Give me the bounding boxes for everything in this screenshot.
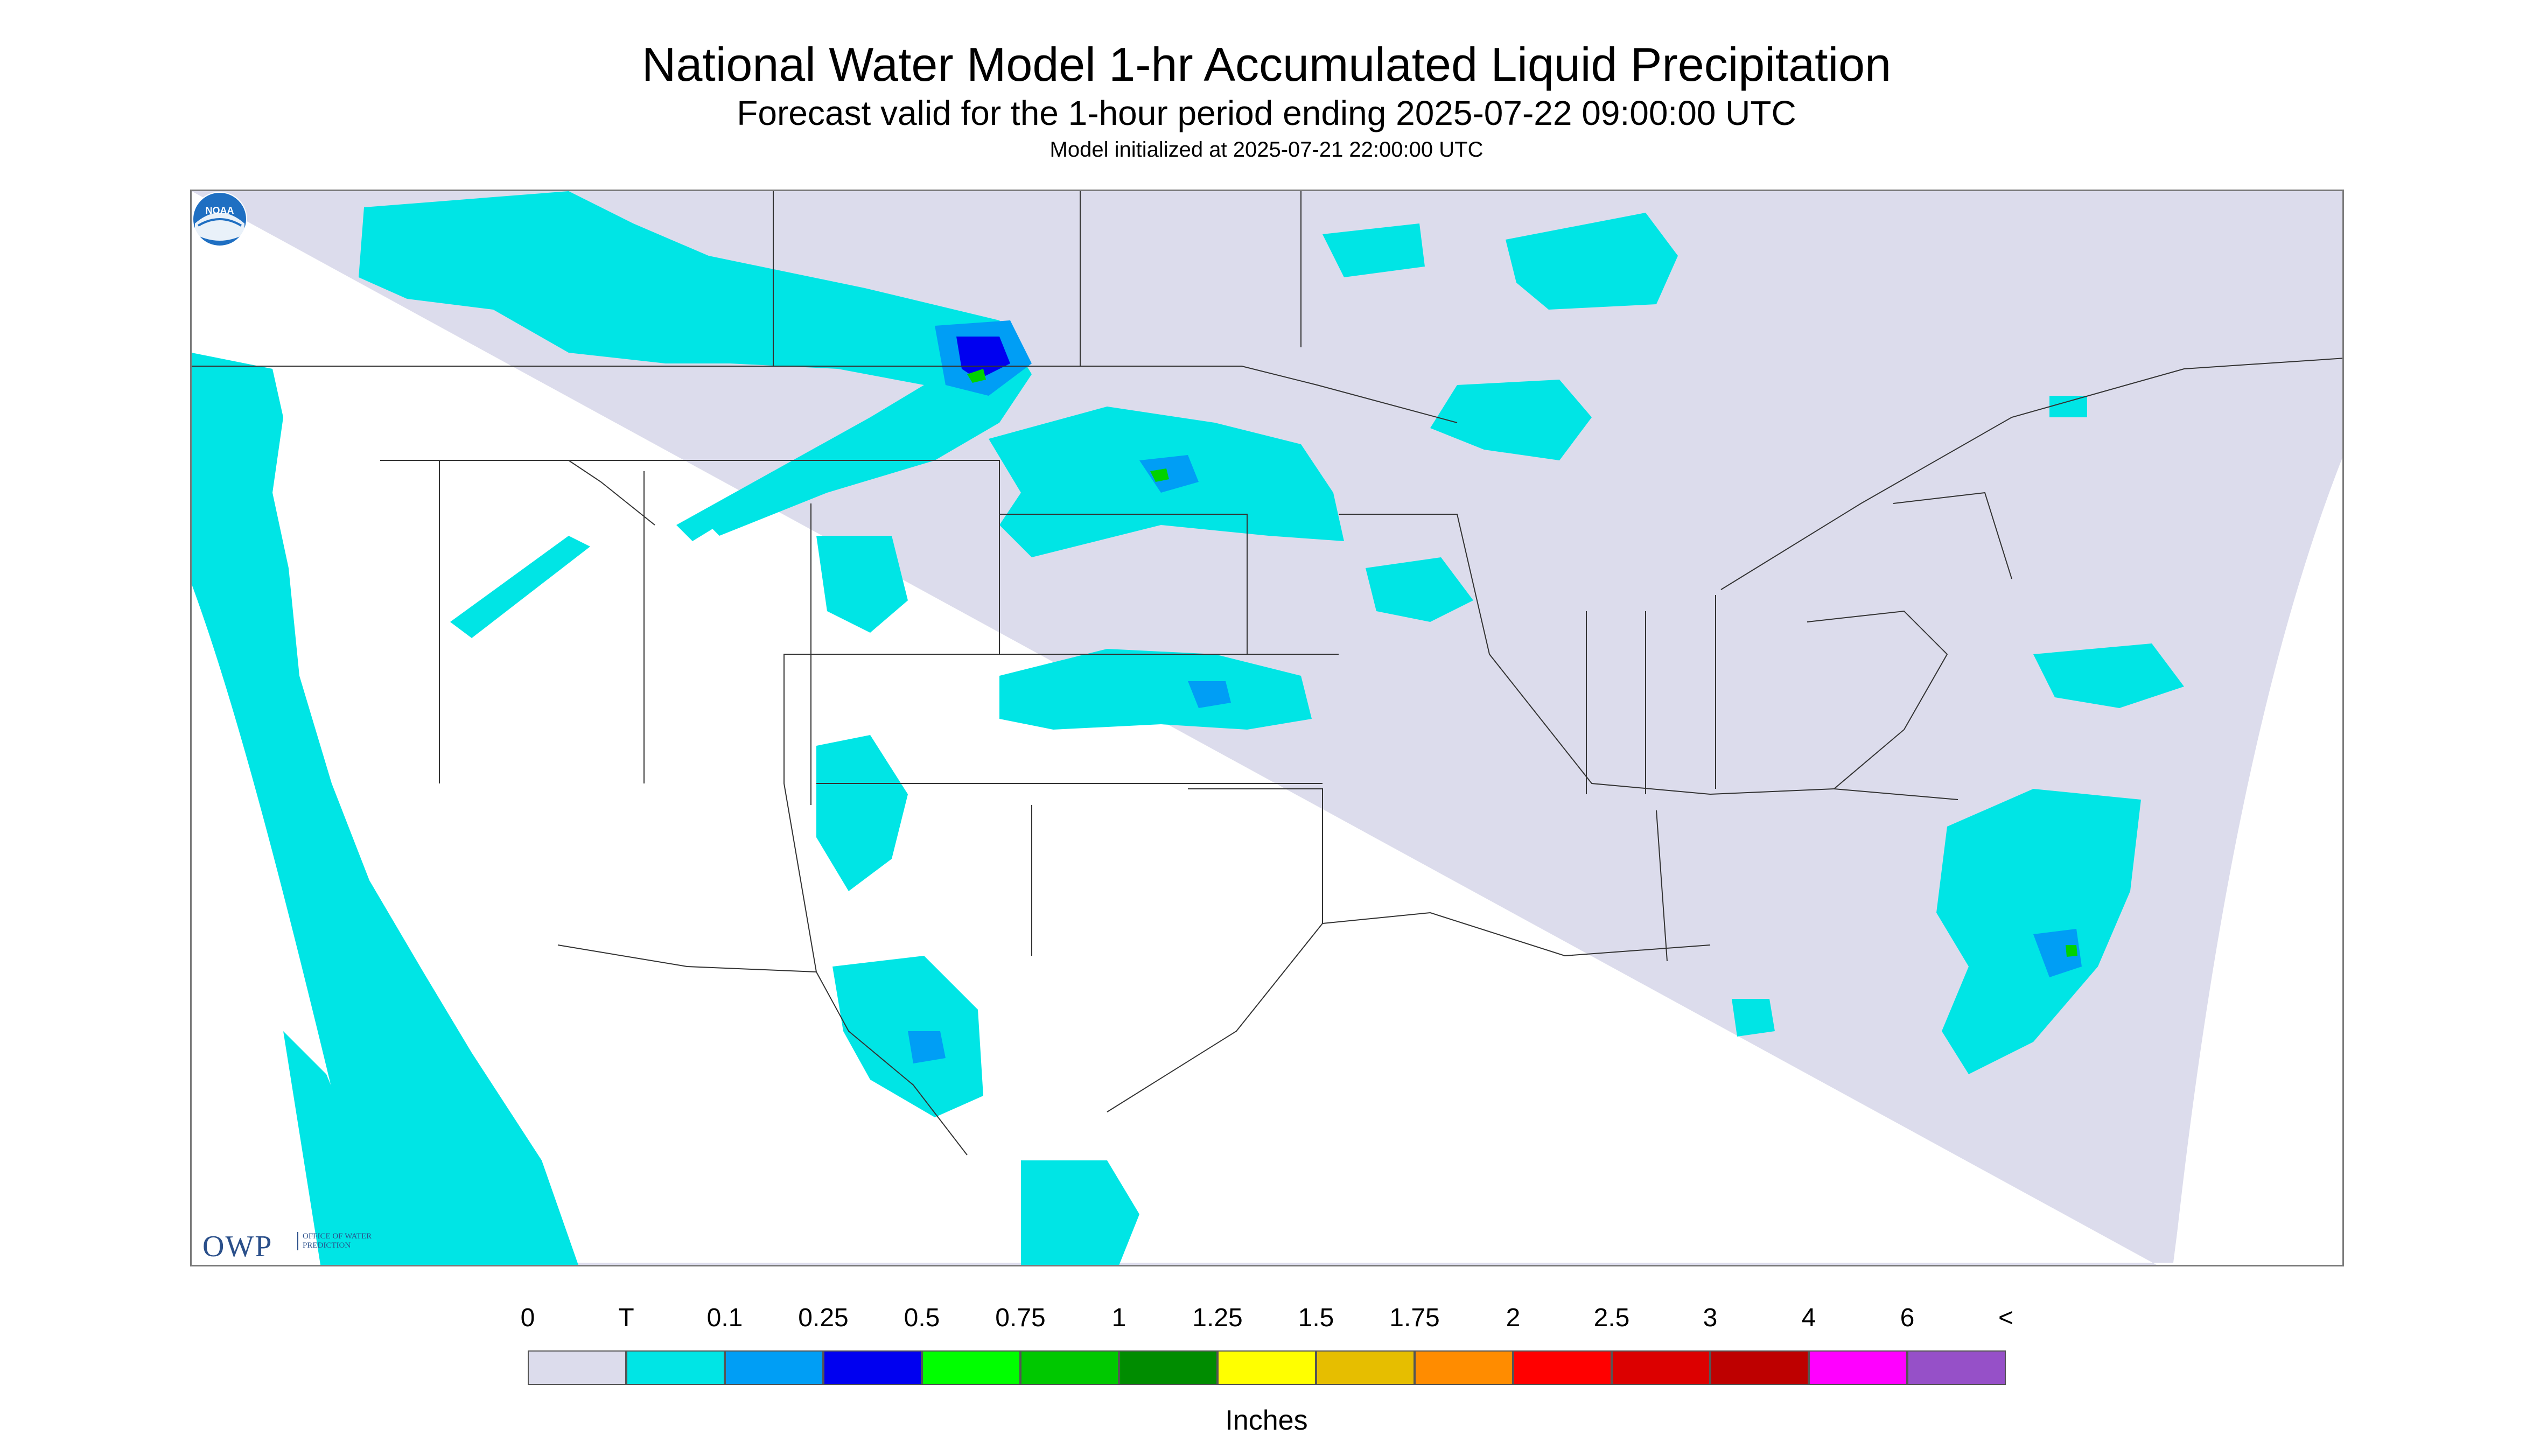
legend-tick-label: < (1998, 1304, 2014, 1332)
legend-tick-label: 0.75 (995, 1304, 1046, 1332)
plains-moderate-precip (1188, 681, 1231, 708)
carolina-coast-precip (1936, 789, 2141, 1074)
legend-tick-label: 0 (520, 1304, 535, 1332)
legend-swatch (1415, 1350, 1513, 1385)
noaa-logo-text: NOAA (206, 205, 234, 216)
legend-tick-label: 0.5 (904, 1304, 940, 1332)
legend-swatch (725, 1350, 823, 1385)
legend-tick-label: 2 (1506, 1304, 1521, 1332)
dakotas-peak-precip (1150, 468, 1169, 482)
great-lakes-precip (1430, 380, 1592, 460)
legend-tick-label: T (618, 1304, 634, 1332)
texas-moderate-precip (908, 1031, 946, 1063)
florida-precip (1732, 999, 1775, 1037)
iowa-illinois-precip (1366, 557, 1473, 622)
quebec-precip (1506, 213, 1678, 310)
legend-tick-label: 1.25 (1192, 1304, 1243, 1332)
political-boundaries (192, 191, 2342, 1156)
new-england-coast-precip (2033, 643, 2184, 708)
legend-swatch (1907, 1350, 2006, 1385)
precipitation-map: OWP OFFICE OF WATER PREDICTION NOAA (190, 190, 2344, 1266)
owp-logo-mark: OWP (202, 1230, 273, 1263)
dakotas-moderate-precip (1139, 455, 1199, 493)
legend-swatch (626, 1350, 725, 1385)
legend-swatch (823, 1350, 922, 1385)
montana-heavy-precip (956, 337, 1010, 380)
carolina-peak-precip (2066, 945, 2077, 957)
owp-logo-text: OFFICE OF WATER PREDICTION (297, 1232, 378, 1250)
legend-swatch (1710, 1350, 1809, 1385)
legend-swatch (1513, 1350, 1612, 1385)
map-subtitle: Forecast valid for the 1-hour period end… (737, 94, 1796, 132)
legend-tick-label: 0.25 (798, 1304, 849, 1332)
ontario-precip (1323, 223, 1425, 277)
legend-tick-label: 2.5 (1593, 1304, 1630, 1332)
mexico-south-precip (1021, 1160, 1139, 1265)
pacific-coast-precip (192, 353, 578, 1265)
texas-big-bend-precip (832, 956, 983, 1117)
noaa-logo: NOAA (192, 192, 247, 247)
colorado-precip (816, 536, 908, 633)
montana-peak-precip (967, 369, 986, 383)
carolina-moderate-precip (2033, 929, 2082, 977)
wyoming-streak-precip (676, 471, 789, 541)
map-title: National Water Model 1-hr Accumulated Li… (641, 38, 1892, 91)
northern-rockies-precip (359, 191, 1032, 536)
legend-swatch (528, 1350, 626, 1385)
model-init-time: Model initialized at 2025-07-21 22:00:00… (1049, 138, 1484, 162)
legend-swatch (1316, 1350, 1415, 1385)
legend-swatch (1020, 1350, 1119, 1385)
idaho-streak-precip (450, 536, 590, 638)
legend-tick-label: 1.75 (1389, 1304, 1440, 1332)
legend-swatch (1119, 1350, 1217, 1385)
model-domain (192, 191, 2342, 1265)
legend-tick-label: 6 (1900, 1304, 1915, 1332)
new-mexico-precip (816, 735, 908, 891)
legend-tick-label: 1.5 (1298, 1304, 1334, 1332)
legend-swatch (1612, 1350, 1710, 1385)
legend-swatch (1809, 1350, 1907, 1385)
atlantic-north-precip (2049, 396, 2087, 417)
outside-domain-right (2173, 458, 2342, 1265)
mexico-pacific-precip (283, 1031, 385, 1265)
plains-precip (999, 649, 1312, 730)
legend-tick-label: 3 (1703, 1304, 1718, 1332)
map-canvas (192, 191, 2342, 1265)
legend-units: Inches (1225, 1405, 1308, 1436)
legend-swatch (1217, 1350, 1316, 1385)
legend-tick-label: 1 (1111, 1304, 1126, 1332)
legend-tick-label: 4 (1801, 1304, 1816, 1332)
legend-swatch (922, 1350, 1020, 1385)
legend-tick-label: 0.1 (706, 1304, 743, 1332)
